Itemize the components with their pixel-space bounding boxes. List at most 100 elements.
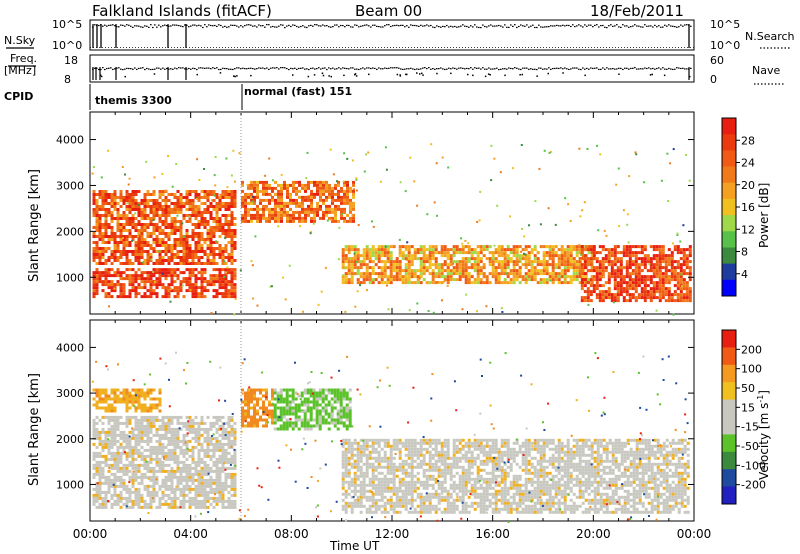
nsky-point [402, 24, 404, 26]
velocity-cell [191, 481, 195, 485]
power-cell [122, 250, 126, 253]
power-cell [580, 251, 584, 255]
power-cell [137, 283, 141, 287]
power-cell [491, 275, 495, 279]
velocity-cell [149, 469, 153, 473]
velocity-cell [173, 454, 177, 458]
power-cell [122, 286, 126, 290]
power-cell [334, 216, 337, 220]
velocity-cell [176, 478, 180, 482]
power-cell [598, 284, 602, 288]
power-cell [413, 272, 417, 276]
power-scatter-point [490, 179, 493, 182]
power-cell [173, 268, 177, 272]
nsky-point [498, 24, 500, 27]
freq-point [576, 67, 578, 69]
power-cell [578, 248, 582, 252]
freq-point [246, 68, 248, 70]
power-cell [230, 274, 234, 278]
power-cell [179, 244, 183, 247]
power-cell [274, 213, 277, 217]
power-cell [200, 223, 204, 226]
velocity-cell [119, 469, 123, 473]
power-cell [350, 281, 354, 285]
power-cell [110, 235, 114, 238]
power-cell [143, 205, 147, 208]
power-cell [590, 275, 594, 279]
power-cell [167, 286, 171, 290]
power-cell [551, 260, 555, 264]
power-cell [182, 277, 186, 281]
power-cell [580, 284, 584, 288]
power-cell [209, 217, 213, 220]
power-cell [548, 248, 552, 252]
power-cell [310, 216, 313, 220]
power-cell [313, 180, 316, 184]
velocity-cell [137, 493, 141, 497]
power-cell [392, 263, 396, 267]
freq-point [112, 68, 114, 71]
velocity-cell [140, 463, 144, 467]
power-cell [679, 281, 683, 285]
velocity-cell [158, 448, 162, 452]
power-cell [259, 213, 262, 217]
power-cell [197, 196, 201, 199]
power-cell [455, 272, 459, 276]
nsky-point [280, 24, 282, 26]
velocity-cell [146, 487, 150, 491]
power-cell [298, 216, 301, 220]
power-cell [209, 214, 213, 217]
power-cell [307, 210, 310, 214]
power-cell [476, 254, 480, 258]
velocity-cell [194, 463, 198, 467]
power-cell [200, 268, 204, 272]
nsky-point [264, 26, 266, 28]
velocity-cell [101, 427, 105, 431]
velocity-cell [227, 442, 231, 446]
power-cell [476, 269, 480, 273]
velocity-cell [113, 472, 117, 476]
power-cell [422, 251, 426, 255]
power-cell [170, 268, 174, 272]
velocity-cell [113, 493, 117, 497]
power-cell [194, 292, 198, 296]
power-cell [167, 250, 171, 253]
power-cell [95, 193, 99, 196]
velocity-cell [101, 415, 105, 419]
power-cell [572, 272, 576, 276]
power-cell [419, 272, 423, 276]
power-cell [344, 260, 348, 264]
power-cell [389, 272, 393, 276]
velocity-cell [227, 496, 231, 500]
power-cell [377, 257, 381, 261]
velocity-cell [188, 487, 192, 491]
power-cell [343, 198, 346, 202]
power-cell [104, 268, 108, 272]
power-cell [125, 259, 129, 262]
power-cell [119, 292, 123, 296]
freq-point [194, 67, 196, 70]
power-cell [191, 250, 195, 253]
velocity-cell [137, 418, 141, 422]
freq-point [118, 67, 120, 69]
power-cell [386, 278, 390, 282]
power-cell [161, 199, 165, 202]
freq-point [504, 68, 506, 70]
power-cell [613, 248, 617, 252]
power-cell [494, 278, 498, 282]
velocity-cell [149, 457, 153, 461]
velocity-cell [173, 448, 177, 452]
power-cell [230, 286, 234, 290]
power-cell [256, 183, 259, 187]
power-cell [188, 250, 192, 253]
velocity-cell [101, 499, 105, 503]
power-cell [313, 207, 316, 211]
power-cell [161, 232, 165, 235]
velocity-cell [170, 496, 174, 500]
velocity-cell [218, 433, 222, 437]
power-cell [146, 205, 150, 208]
velocity-cell [167, 469, 171, 473]
nsky-point [184, 24, 186, 26]
power-cell [176, 250, 180, 253]
nsky-point [214, 24, 216, 27]
